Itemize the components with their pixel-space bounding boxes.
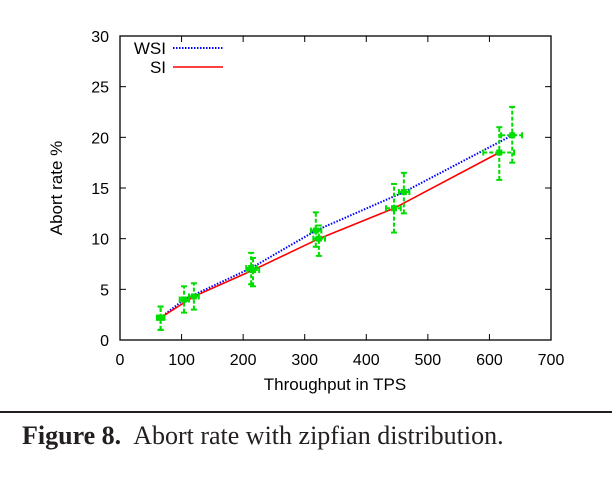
x-tick-label: 600 [476, 352, 503, 369]
y-tick-label: 5 [100, 282, 109, 299]
y-tick-label: 15 [91, 181, 109, 198]
data-point-si [157, 314, 164, 321]
error-bar-si [312, 224, 327, 257]
x-tick-label: 400 [353, 352, 380, 369]
data-point-wsi [181, 296, 188, 303]
data-point-wsi [312, 227, 319, 234]
data-point-si [496, 149, 503, 156]
series-line-si [160, 151, 500, 319]
data-point-wsi [400, 189, 407, 196]
y-tick-label: 0 [100, 333, 109, 350]
axis-ticks: 0 100 200 300 400 500 600 700 0 5 10 15 20 25 30 [91, 29, 564, 369]
error-bar-wsi [178, 285, 190, 314]
x-axis-title: Throughput in TPS [264, 375, 406, 394]
caption-divider [0, 411, 612, 413]
error-bar-wsi [397, 171, 411, 215]
error-bar-si [482, 126, 516, 181]
series-lines [159, 134, 513, 319]
figure-caption: Figure 8. Abort rate with zipfian distrib… [22, 421, 504, 451]
y-tick-label: 10 [91, 232, 109, 249]
data-point-wsi [509, 132, 516, 139]
error-bar-si [384, 182, 402, 234]
legend-label-wsi: WSI [134, 39, 166, 58]
x-tick-label: 700 [538, 352, 565, 369]
legend: WSI SI [134, 39, 223, 77]
legend-label-si: SI [150, 58, 166, 77]
error-bar-si [187, 282, 200, 311]
x-tick-label: 100 [168, 352, 195, 369]
y-tick-label: 25 [91, 80, 109, 97]
data-point-si [249, 267, 256, 274]
x-tick-label: 200 [230, 352, 257, 369]
data-point-si [190, 293, 197, 300]
chart: 0 100 200 300 400 500 600 700 0 5 10 15 20 25 30 Throu… [47, 29, 564, 394]
error-bars [155, 105, 524, 331]
y-axis-title: Abort rate % [47, 141, 66, 236]
y-tick-label: 20 [91, 130, 109, 147]
error-bar-si [155, 305, 166, 331]
series-line-wsi [159, 134, 513, 319]
x-tick-label: 300 [291, 352, 318, 369]
x-tick-label: 0 [116, 352, 125, 369]
data-point-si [315, 235, 322, 242]
x-tick-label: 500 [415, 352, 442, 369]
caption-label: Figure 8. [22, 421, 122, 450]
y-tick-label: 30 [91, 29, 109, 46]
error-bar-wsi [500, 105, 524, 164]
data-point-si [390, 205, 397, 212]
caption-text: Abort rate with zipfian distribution. [133, 421, 504, 450]
error-bar-si [246, 256, 261, 288]
